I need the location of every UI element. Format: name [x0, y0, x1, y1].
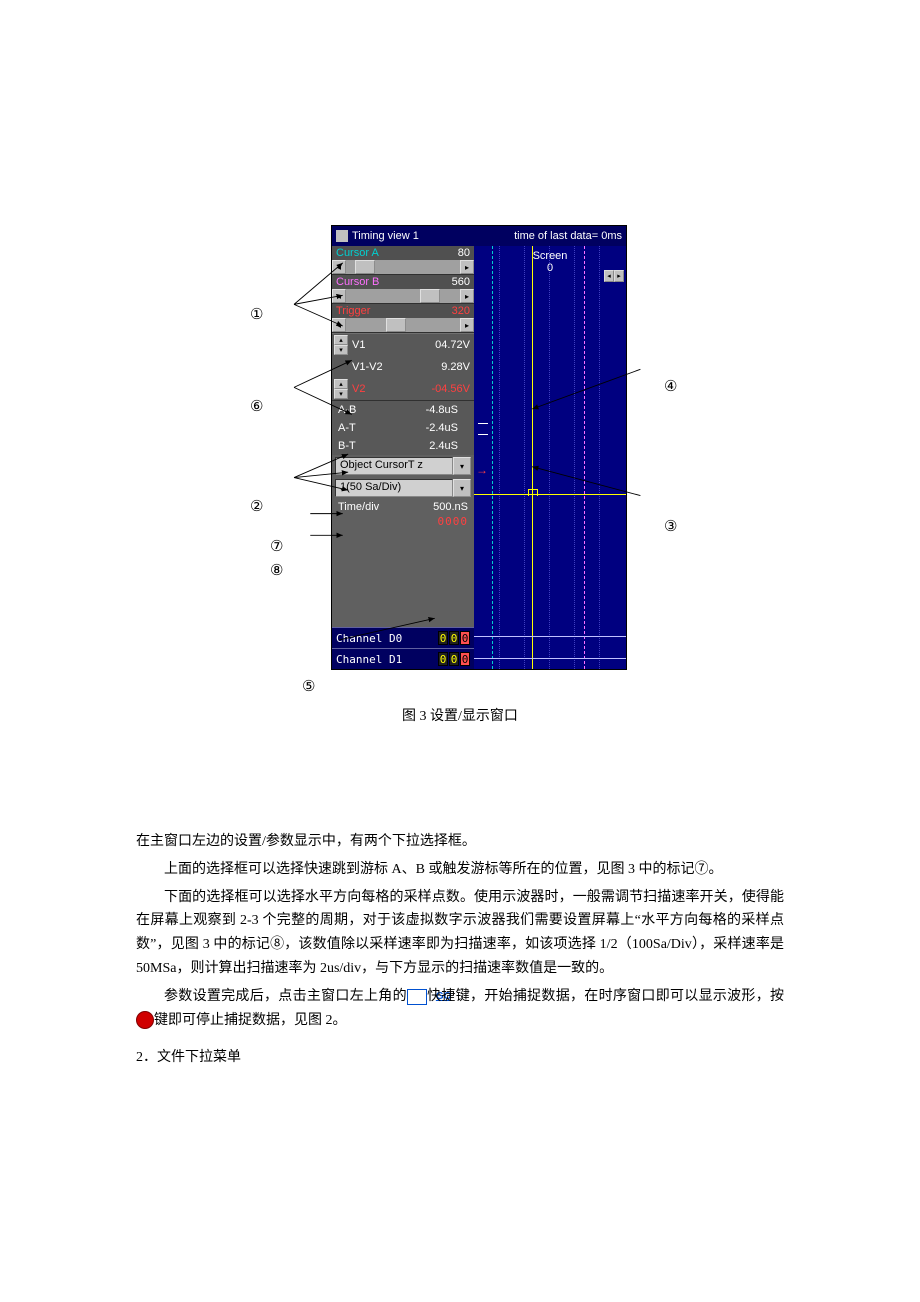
screen-text: Screen — [533, 250, 568, 262]
cursor-a-row: Cursor A 80 ◂ ▸ — [332, 246, 474, 275]
figure-caption: 图 3 设置/显示窗口 — [240, 705, 680, 725]
scroll-right-icon[interactable]: ▸ — [460, 318, 474, 332]
cursor-b-thumb[interactable] — [420, 289, 440, 303]
bt-value: 2.4uS — [374, 440, 474, 452]
scroll-right-icon[interactable]: ▸ — [460, 289, 474, 303]
channel-d0-leds: 000 — [438, 631, 474, 645]
callout-7: ⑦ — [270, 537, 283, 556]
object-cursor-value: Object CursorT z — [335, 457, 453, 475]
voltage-section: ▴ ▾ V1 04.72V V1-V2 9.28V ▴ — [332, 333, 474, 401]
trigger-value: 320 — [452, 305, 470, 317]
trigger-thumb[interactable] — [386, 318, 406, 332]
callout-5: ⑤ — [302, 677, 315, 696]
callout-3: ③ — [664, 517, 677, 536]
window-icon — [336, 230, 348, 242]
callout-1: ① — [250, 305, 263, 324]
para-4c: 键即可停止捕捉数据，见图 2。 — [154, 1013, 347, 1028]
object-cursor-dropdown[interactable]: Object CursorT z ▾ — [335, 457, 471, 475]
cursor-a-thumb[interactable] — [355, 260, 375, 274]
figure-3-wrap: Timing view 1 time of last data= 0ms Cur… — [240, 225, 680, 740]
channel-d1-leds: 000 — [438, 652, 474, 666]
channel-d1-label: Channel D1 — [336, 653, 402, 666]
v2-label: V2 — [350, 383, 388, 395]
spin-down-icon[interactable]: ▾ — [334, 345, 348, 355]
trigger-scrollbar[interactable]: ◂ ▸ — [332, 318, 474, 332]
para-1: 在主窗口左边的设置/参数显示中，有两个下拉选择框。 — [136, 830, 784, 854]
scroll-left-icon[interactable]: ◂ — [332, 318, 346, 332]
para-5: 2．文件下拉菜单 — [136, 1046, 784, 1070]
channel-d1-trace — [474, 658, 626, 659]
trigger-row: Trigger 320 ◂ ▸ — [332, 304, 474, 333]
ab-value: -4.8uS — [374, 404, 474, 416]
spin-up-icon[interactable]: ▴ — [334, 379, 348, 389]
counter-zeros: 0000 — [332, 515, 474, 531]
waveform-trace — [474, 494, 626, 495]
vdiff-label: V1-V2 — [350, 361, 388, 373]
chevron-down-icon[interactable]: ▾ — [453, 457, 471, 475]
scroll-left-icon[interactable]: ◂ — [332, 260, 346, 274]
bt-label: B-T — [332, 440, 374, 452]
screen-scrollbar[interactable]: ◂ ▸ — [604, 270, 624, 282]
scroll-left-icon[interactable]: ◂ — [332, 289, 346, 303]
para-4a: 参数设置完成后，点击主窗口左上角的 — [164, 989, 407, 1004]
channel-d0-label: Channel D0 — [336, 632, 402, 645]
para-4: 参数设置完成后，点击主窗口左上角的GO快捷键，开始捕捉数据，在时序窗口即可以显示… — [136, 985, 784, 1033]
cursor-b-row: Cursor B 560 ◂ ▸ — [332, 275, 474, 304]
callout-2: ② — [250, 497, 263, 516]
v2-row: ▴ ▾ V2 -04.56V — [332, 378, 474, 400]
para-2: 上面的选择框可以选择快速跳到游标 A、B 或触发游标等所在的位置，见图 3 中的… — [136, 858, 784, 882]
channel-d0-row: Channel D0 000 — [332, 627, 474, 648]
scroll-right-icon[interactable]: ▸ — [460, 260, 474, 274]
ab-label: A-B — [332, 404, 374, 416]
v1-value: 04.72V — [388, 339, 474, 351]
timing-view-window: Timing view 1 time of last data= 0ms Cur… — [331, 225, 627, 670]
para-4b: 快捷键，开始捕捉数据，在时序窗口即可以显示波形，按 — [427, 989, 784, 1004]
trigger-line[interactable] — [532, 246, 533, 669]
scroll-right-icon[interactable]: ▸ — [614, 270, 624, 282]
cursor-a-label: Cursor A — [336, 247, 379, 259]
v2-value: -04.56V — [388, 383, 474, 395]
callout-8: ⑧ — [270, 561, 283, 580]
cursor-b-scrollbar[interactable]: ◂ ▸ — [332, 289, 474, 303]
sample-div-value: 1(50 Sa/Div) — [335, 479, 453, 497]
v1-row: ▴ ▾ V1 04.72V — [332, 334, 474, 356]
v1-label: V1 — [350, 339, 388, 351]
go-icon[interactable]: GO — [407, 989, 427, 1005]
timediv-value: 500.nS — [433, 501, 468, 513]
sample-div-dropdown[interactable]: 1(50 Sa/Div) ▾ — [335, 479, 471, 497]
screen-value: 0 — [547, 262, 553, 274]
channel-d1-row: Channel D1 000 — [332, 648, 474, 669]
vdiff-row: V1-V2 9.28V — [332, 356, 474, 378]
timediv-row: Time/div 500.nS — [332, 499, 474, 515]
vdiff-value: 9.28V — [388, 361, 474, 373]
title-left: Timing view 1 — [352, 230, 419, 242]
at-label: A-T — [332, 422, 374, 434]
cursor-b-line[interactable] — [584, 246, 585, 669]
window-titlebar[interactable]: Timing view 1 time of last data= 0ms — [332, 226, 626, 246]
cursor-a-value: 80 — [458, 247, 470, 259]
callout-4: ④ — [664, 377, 677, 396]
body-text: 在主窗口左边的设置/参数显示中，有两个下拉选择框。 上面的选择框可以选择快速跳到… — [136, 830, 784, 1074]
title-right: time of last data= 0ms — [514, 230, 622, 242]
v2-spinner[interactable]: ▴ ▾ — [334, 379, 348, 399]
cursor-a-scrollbar[interactable]: ◂ ▸ — [332, 260, 474, 274]
stop-icon[interactable]: STOP — [136, 1011, 154, 1029]
scroll-left-icon[interactable]: ◂ — [604, 270, 614, 282]
cursor-b-value: 560 — [452, 276, 470, 288]
v1-spinner[interactable]: ▴ ▾ — [334, 335, 348, 355]
cursor-b-label: Cursor B — [336, 276, 379, 288]
spin-down-icon[interactable]: ▾ — [334, 389, 348, 399]
timediv-label: Time/div — [338, 501, 379, 513]
para-3: 下面的选择框可以选择水平方向每格的采样点数。使用示波器时，一般需调节扫描速率开关… — [136, 886, 784, 981]
channel-d0-trace — [474, 636, 626, 637]
chevron-down-icon[interactable]: ▾ — [453, 479, 471, 497]
trigger-label: Trigger — [336, 305, 370, 317]
time-diff-section: A-B-4.8uS A-T-2.4uS B-T2.4uS — [332, 401, 474, 455]
waveform-display[interactable]: Screen 0 ◂ ▸ → — [474, 246, 626, 669]
settings-panel: Cursor A 80 ◂ ▸ Cursor B 560 — [332, 246, 474, 669]
at-value: -2.4uS — [374, 422, 474, 434]
spin-up-icon[interactable]: ▴ — [334, 335, 348, 345]
callout-6: ⑥ — [250, 397, 263, 416]
cursor-a-line[interactable] — [492, 246, 493, 669]
